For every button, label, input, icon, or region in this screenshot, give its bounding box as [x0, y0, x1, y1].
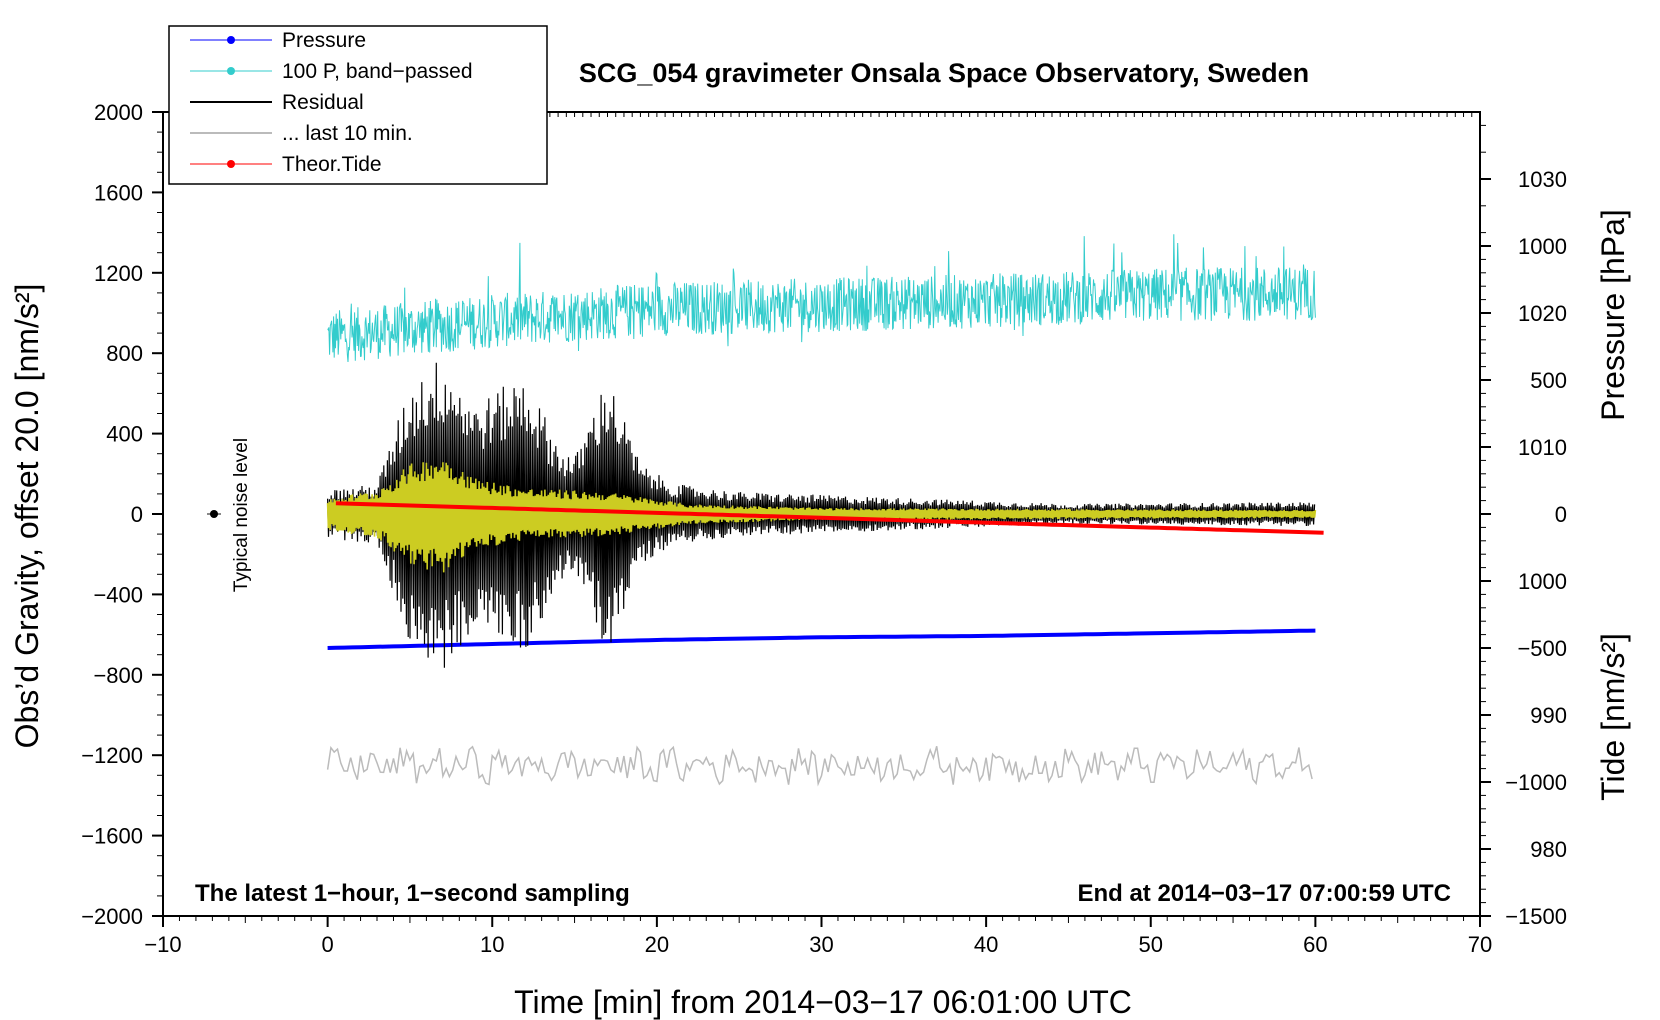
y-tick-label: −400 [93, 582, 143, 607]
tide-tick-label: 500 [1530, 368, 1567, 393]
y-tick-label: 400 [106, 422, 143, 447]
legend-entry: ... last 10 min. [190, 122, 413, 145]
x-tick-label: 10 [480, 932, 504, 957]
legend-label: Pressure [282, 29, 366, 52]
noise-level-marker: Typical noise level [207, 438, 252, 592]
y-tick-label: 1200 [94, 261, 143, 286]
y-axis-title-pressure: Pressure [hPa] [1595, 209, 1631, 421]
tide-tick-label: 0 [1555, 502, 1567, 527]
tide-tick-label: −1500 [1505, 904, 1567, 929]
legend-label: ... last 10 min. [282, 122, 413, 145]
annotation-bottom-right: End at 2014−03−17 07:00:59 UTC [1077, 880, 1451, 907]
y-tick-label: 0 [131, 502, 143, 527]
x-axis-title: Time [min] from 2014−03−17 06:01:00 UTC [514, 984, 1132, 1020]
series-band-passed-line [327, 234, 1316, 363]
series-last-10-min-line [326, 745, 1313, 787]
legend-label: 100 P, band−passed [282, 60, 473, 83]
y-axis-title-tide: Tide [nm/s²] [1595, 633, 1631, 801]
legend-swatch-marker [227, 160, 235, 168]
series-tide-line [335, 501, 1324, 535]
noise-dot [210, 510, 218, 518]
x-tick-label: 60 [1303, 932, 1327, 957]
noise-level-label: Typical noise level [231, 438, 252, 592]
x-tick-label: 30 [809, 932, 833, 957]
pressure-tick-label: 1020 [1518, 301, 1567, 326]
x-tick-label: 50 [1139, 932, 1163, 957]
y-tick-label: 2000 [94, 100, 143, 125]
x-tick-label: −10 [144, 932, 181, 957]
tide-tick-label: 1000 [1518, 234, 1567, 259]
legend-box [168, 25, 548, 185]
data-layer [326, 234, 1324, 787]
y-axis-title-left: Obs’d Gravity, offset 20.0 [nm/s²] [9, 284, 45, 749]
legend-label: Residual [282, 91, 364, 114]
legend-entry: Residual [190, 91, 364, 114]
y-tick-label: 800 [106, 341, 143, 366]
y-tick-label: −2000 [81, 904, 143, 929]
annotation-bottom-left: The latest 1−hour, 1−second sampling [195, 880, 630, 907]
legend-entry: Pressure [190, 29, 366, 52]
x-tick-label: 40 [974, 932, 998, 957]
legend-swatch-marker [227, 67, 235, 75]
pressure-tick-label: 990 [1530, 703, 1567, 728]
pressure-tick-label: 1010 [1518, 435, 1567, 460]
x-tick-label: 70 [1468, 932, 1492, 957]
chart-title: SCG_054 gravimeter Onsala Space Observat… [579, 58, 1309, 88]
pressure-tick-label: 1000 [1518, 569, 1567, 594]
legend: Pressure 100 P, band−passed Residual ... la… [168, 25, 548, 185]
tide-tick-label: −500 [1517, 636, 1567, 661]
series-pressure-line [327, 628, 1316, 650]
legend-label: Theor.Tide [282, 153, 382, 176]
series-residual-filtered-line [326, 462, 1317, 573]
pressure-tick-label: 980 [1530, 837, 1567, 862]
legend-entry: Theor.Tide [190, 153, 382, 176]
y-tick-label: −800 [93, 663, 143, 688]
x-tick-label: 20 [645, 932, 669, 957]
x-tick-label: 0 [322, 932, 334, 957]
y-tick-label: −1600 [81, 824, 143, 849]
pressure-tick-label: 1030 [1518, 167, 1567, 192]
legend-entry: 100 P, band−passed [190, 60, 473, 83]
legend-swatch-marker [227, 36, 235, 44]
axes-layer: −10 0 10 20 30 40 50 60 70−2000−1600−1200−800−40… [81, 100, 1567, 957]
y-tick-label: 1600 [94, 180, 143, 205]
y-tick-label: −1200 [81, 743, 143, 768]
tide-tick-label: −1000 [1505, 770, 1567, 795]
